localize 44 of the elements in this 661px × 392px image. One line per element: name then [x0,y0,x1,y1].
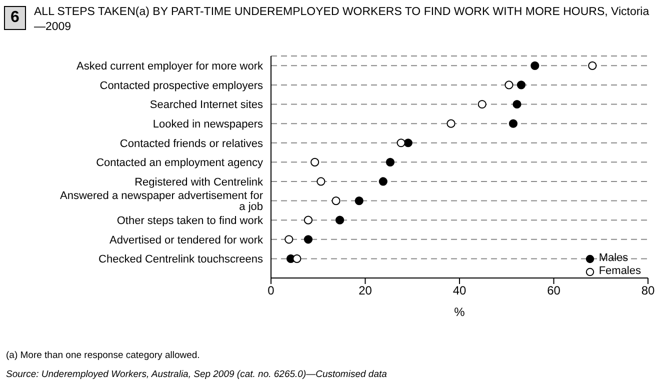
point [292,254,302,263]
x-tick-label: 0 [268,284,275,298]
y-tick-label: Contacted an employment agency [96,157,264,170]
text: (a) More than one response category allowed. [6,350,200,361]
point [446,119,456,128]
x-tick-label: 80 [641,284,655,298]
point [354,196,364,206]
y-tick-label: Advertised or tendered for work [110,234,264,246]
point [316,177,326,186]
legend-label: Females [598,265,641,278]
x-tick-label: 60 [547,284,561,298]
point [508,119,518,128]
point [386,158,395,166]
point [304,216,313,224]
legend-label: Males [598,252,628,265]
y-tick-label: Registered with Centrelink [134,176,264,188]
point [284,235,294,244]
y-tick-label: Looked in newspapers [152,118,264,130]
chart-number-box: 6 [4,6,26,30]
y-tick-label: Asked current employer for more work [76,60,264,73]
y-tick-label: Searched Internet sites [150,99,264,112]
point [378,177,388,186]
point [504,80,514,90]
y-tick-label: Contacted friends or relatives [120,138,264,150]
point [310,158,320,166]
point [336,216,344,224]
y-tick-label: Other steps taken to find work [116,214,264,227]
point [478,100,486,109]
point [404,138,412,148]
point [530,61,540,70]
point [332,196,340,206]
point [396,138,406,148]
y-tick-label: Contacted prospective employers [100,80,264,92]
x-tick-label: 20 [358,284,372,298]
x-tick-label: 40 [452,284,466,298]
y-tick-label: Checked Centrelink touchscreens [98,254,264,266]
source-note: Source: Underemployed Workers, Australia, Sep 2009 (cat. no. 6265.0)—Customised data [6,369,387,380]
point [512,100,522,109]
point [588,61,597,70]
point [516,80,526,90]
point [304,235,313,244]
chart-title: ALL STEPS TAKEN(a) BY PART-TIME UNDEREMPLOYED WORKERS TO FIND WORK WITH MORE HOURS, Victoria—2009 [34,5,650,35]
y-tick-label: Answered a newspaper advertisement for a job [60,190,264,214]
x-axis-title: % [454,305,466,319]
